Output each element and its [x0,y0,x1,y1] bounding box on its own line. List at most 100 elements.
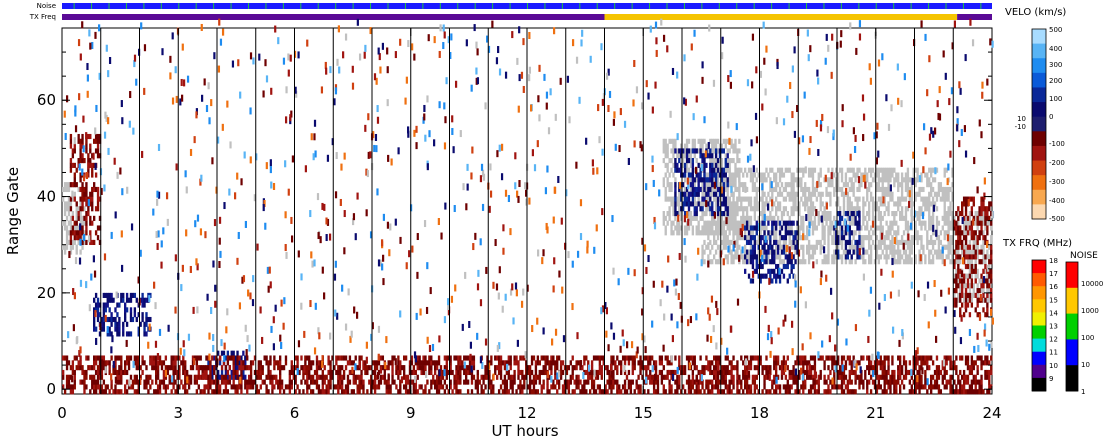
data-cell [342,374,346,380]
data-cell [854,177,857,183]
data-cell [672,369,675,376]
data-cell [736,379,739,385]
data-cell [790,374,793,380]
data-cell [267,389,270,395]
data-cell [763,249,766,255]
data-cell [792,177,795,183]
data-cell [765,215,768,221]
data-cell [773,225,776,231]
data-cell [887,369,890,376]
data-cell [900,191,904,197]
data-cell [137,384,140,390]
data-cell [687,158,691,164]
data-cell [435,379,439,385]
data-cell [93,312,96,318]
data-cell [809,374,813,380]
data-cell [833,379,836,385]
data-cell [701,182,704,188]
data-cell [680,153,683,159]
data-cell [91,206,94,212]
data-cell [771,191,774,197]
data-cell [127,331,131,337]
data-cell [713,374,716,380]
data-cell [207,384,210,390]
data-cell [680,186,683,193]
data-cell [457,389,460,395]
data-cell [571,374,574,380]
data-cell [395,369,398,376]
data-cell [94,326,98,332]
data-cell [155,389,158,395]
data-cell [875,206,879,212]
data-cell [906,167,910,173]
data-cell [125,355,129,361]
data-cell [166,384,169,390]
data-cell [162,360,166,366]
data-cell [718,143,722,149]
data-cell [773,230,776,236]
data-cell [833,230,836,236]
data-cell [434,369,437,376]
data-cell [827,239,830,246]
data-cell [753,355,757,361]
data-cell [931,186,935,193]
data-cell [908,254,912,260]
data-cell [767,172,770,178]
data-cell [895,384,898,390]
data-cell [476,384,479,390]
data-cell [87,355,90,361]
data-cell [767,365,770,371]
data-cell [833,172,836,178]
data-cell [976,389,979,395]
data-cell [771,268,774,274]
data-cell [751,182,755,188]
data-cell [77,138,80,144]
data-cell [590,360,594,366]
data-cell [920,225,923,231]
data-cell [763,211,766,217]
data-cell [680,182,683,188]
data-cell [689,172,693,178]
data-cell [445,365,448,371]
data-cell [951,191,954,197]
data-cell [691,182,695,188]
data-cell [943,244,946,250]
data-cell [668,158,671,164]
data-cell [937,254,941,260]
data-cell [666,211,669,217]
data-cell [377,384,381,390]
data-cell [908,225,912,231]
data-cell [79,215,82,221]
data-cell [79,235,82,241]
data-cell [709,365,712,371]
data-cell [988,374,991,380]
data-cell [802,259,805,265]
data-cell [916,167,919,173]
data-cell [71,360,75,366]
data-cell [753,374,757,380]
data-cell [908,244,912,250]
data-cell [331,369,334,376]
data-cell [908,196,912,202]
data-cell [91,167,94,173]
data-cell [709,201,712,207]
data-cell [759,230,762,236]
data-cell [753,384,757,390]
data-cell [96,196,100,202]
data-cell [629,379,633,385]
data-cell [490,355,493,361]
data-cell [120,365,123,371]
data-cell [850,215,853,221]
data-cell [852,355,855,361]
data-cell [81,191,84,197]
data-cell [89,148,92,154]
data-cell [821,201,824,207]
data-cell [931,230,935,236]
data-cell [102,292,106,298]
data-cell [918,365,921,371]
data-cell [81,235,84,241]
data-cell [699,355,702,361]
data-cell [835,230,838,236]
data-cell [67,196,71,202]
data-cell [691,162,695,168]
